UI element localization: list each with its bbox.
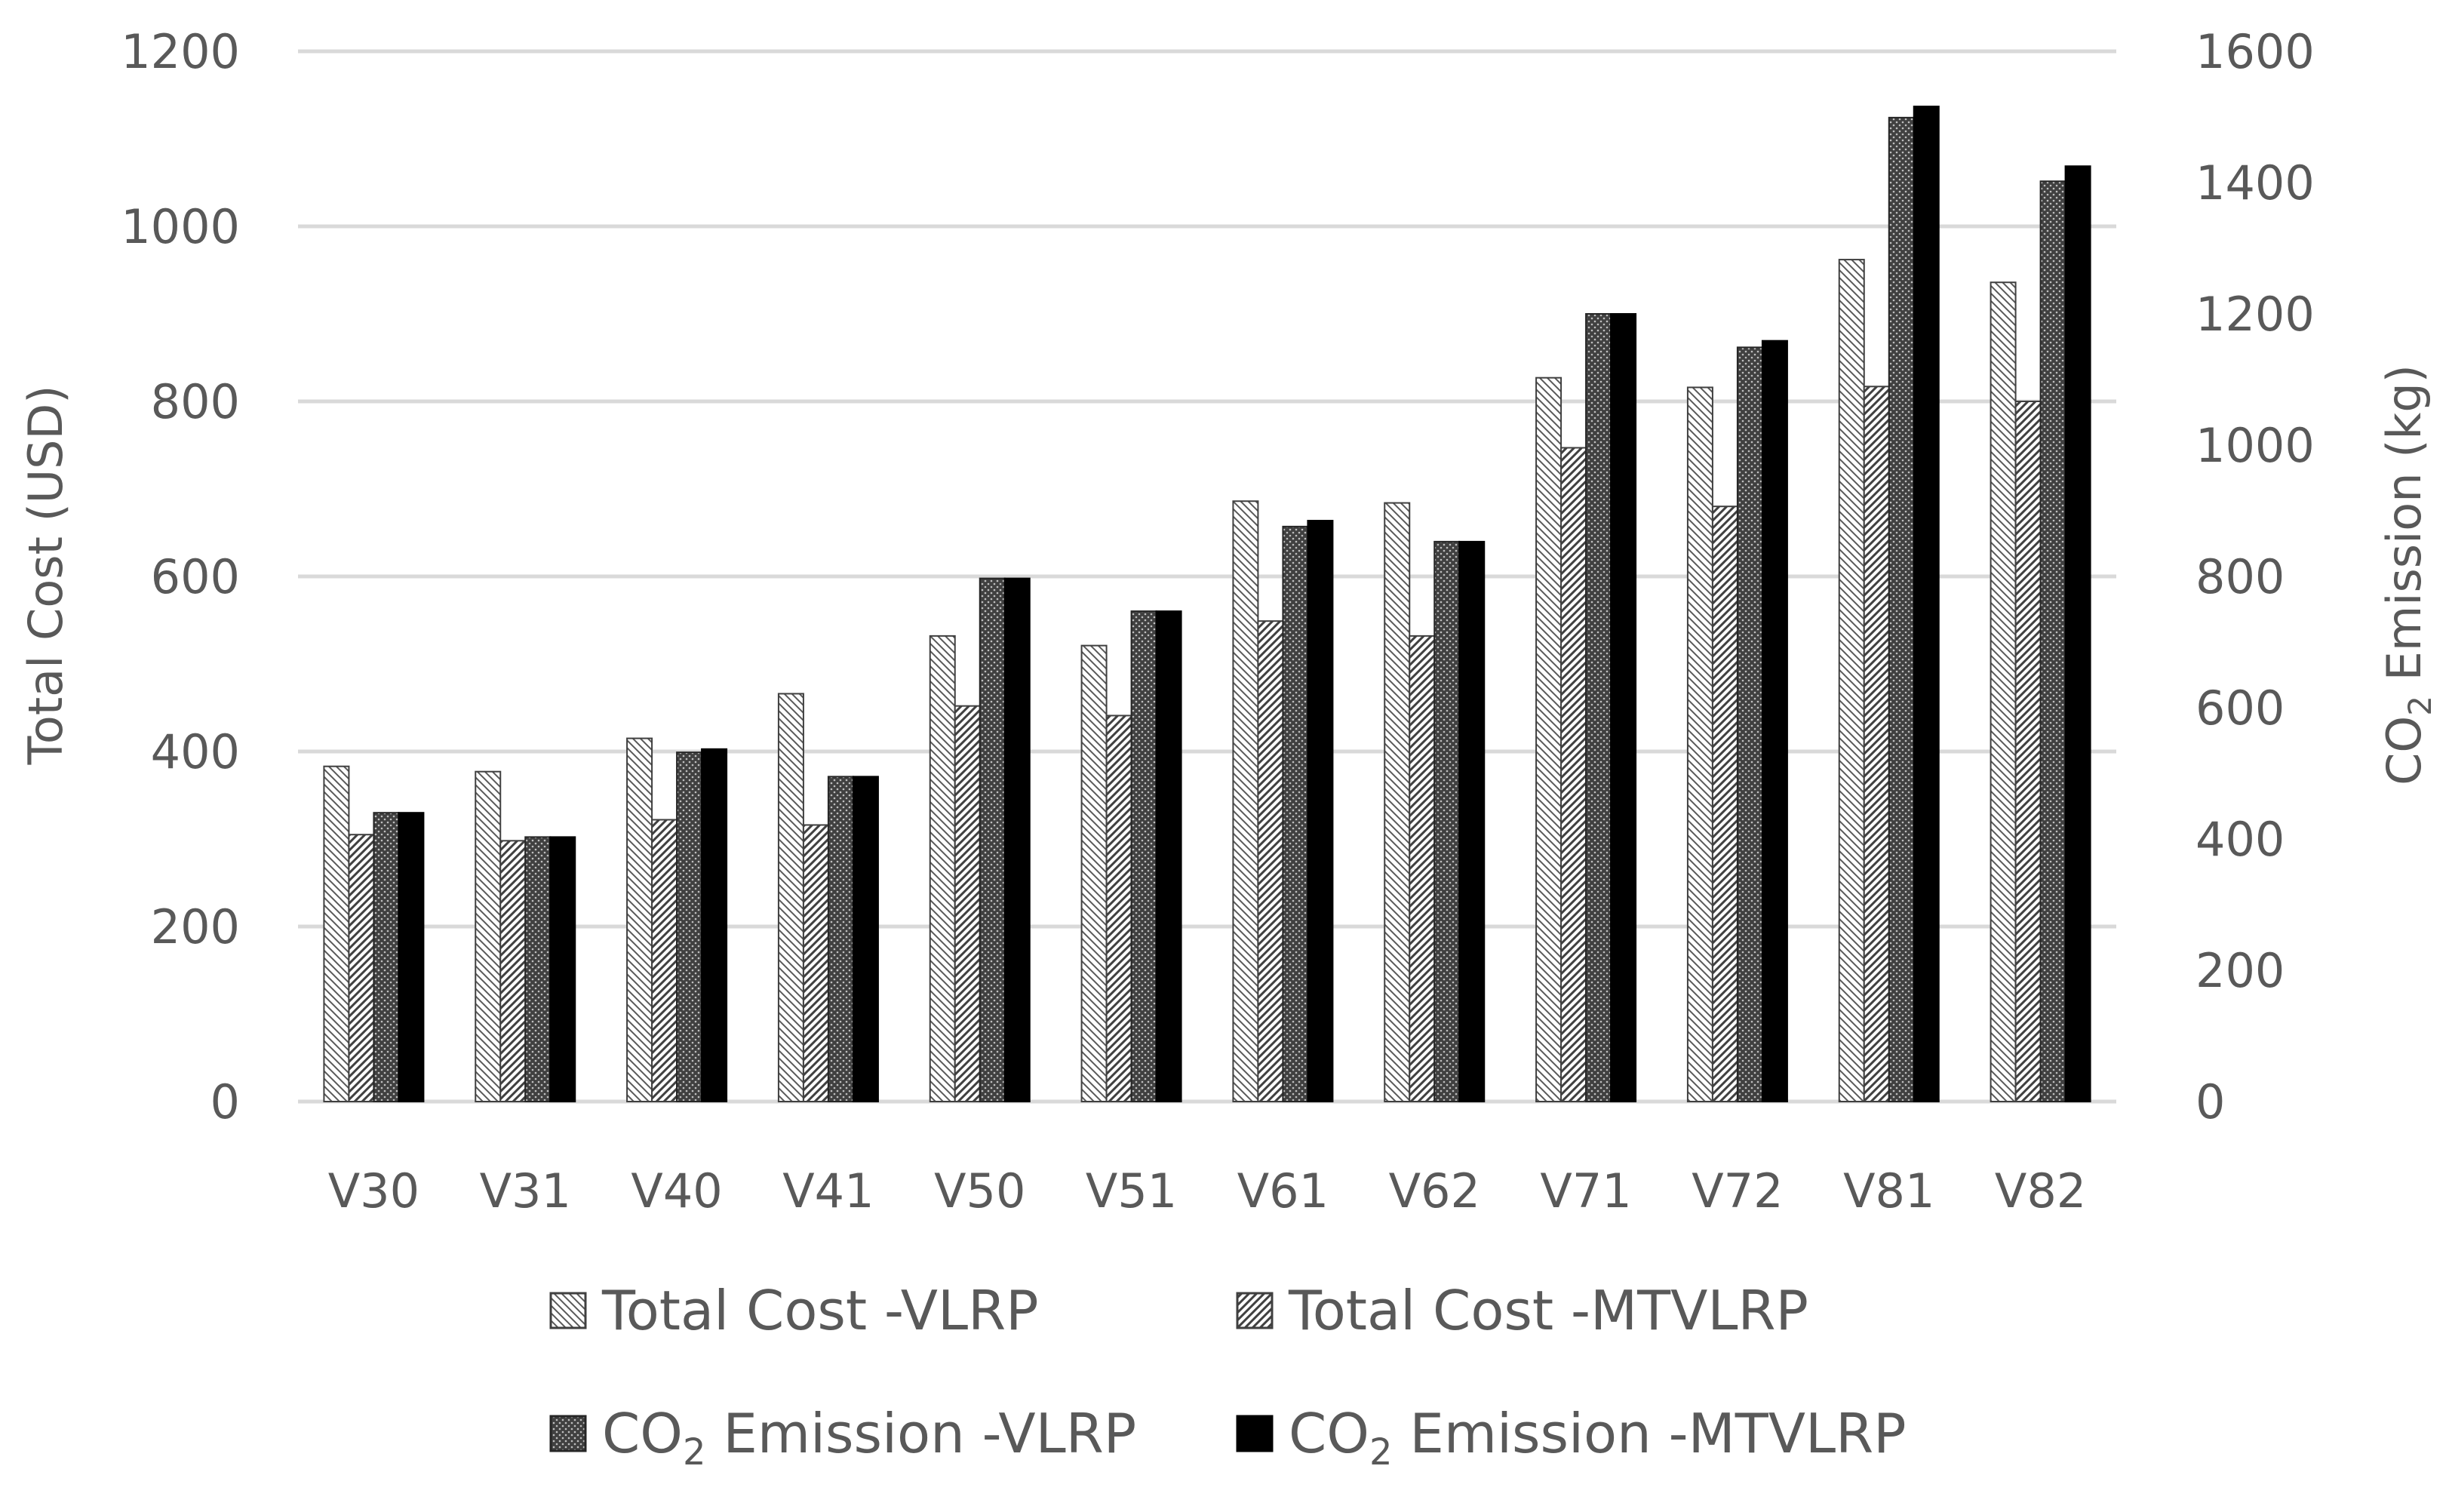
bar-V82-series-1 (1990, 281, 2017, 1102)
bar-V30-series-3 (373, 812, 400, 1102)
right-axis-title: CO2 Emission (kg) (2377, 364, 2438, 785)
bar-V40-series-1 (626, 737, 653, 1102)
x-axis-ticks: V30 V31 V40 V41 V50 V51 V61 V62 V71 V72 V81 V82 (328, 1163, 2086, 1219)
x-tick-label: V72 (1692, 1163, 1783, 1219)
right-tick-label: 0 (2195, 1074, 2225, 1129)
x-tick-label: V31 (480, 1163, 571, 1219)
left-axis-title: Total Cost (USD) (18, 386, 73, 766)
bar-V41-series-3 (827, 776, 854, 1102)
bar-V30-series-2 (348, 834, 375, 1102)
bar-V30-series-4 (398, 812, 425, 1102)
right-tick-label: 600 (2195, 681, 2285, 736)
right-tick-label: 1200 (2195, 287, 2315, 342)
bar-V50-series-1 (929, 635, 956, 1102)
legend-label: Total Cost -VLRP (601, 1279, 1039, 1342)
x-tick-label: V81 (1843, 1163, 1934, 1219)
bar-V31-series-3 (524, 836, 552, 1102)
bar-V51-series-4 (1155, 610, 1182, 1102)
x-tick-label: V41 (782, 1163, 874, 1219)
bar-V31-series-4 (549, 836, 576, 1102)
bar-V40-series-4 (701, 748, 728, 1102)
bar-V81-series-2 (1863, 386, 1890, 1102)
legend-swatch (1236, 1415, 1274, 1452)
bar-V50-series-3 (979, 577, 1006, 1102)
bars (323, 106, 2091, 1103)
bar-V71-series-1 (1535, 376, 1563, 1102)
x-tick-label: V61 (1237, 1163, 1329, 1219)
x-tick-label: V30 (328, 1163, 419, 1219)
left-axis-ticks: 0 200 400 600 800 1000 1200 (121, 24, 240, 1129)
gridlines (298, 49, 2116, 1104)
right-axis-title-main: CO (2377, 716, 2432, 785)
bar-V41-series-4 (852, 776, 879, 1102)
bar-V51-series-1 (1080, 644, 1108, 1102)
bar-V62-series-1 (1384, 502, 1411, 1102)
bar-V51-series-3 (1130, 610, 1157, 1102)
right-axis-ticks: 0 200 400 600 800 1000 1200 1400 1600 (2195, 24, 2315, 1129)
bar-V81-series-4 (1913, 106, 1940, 1103)
bar-V40-series-3 (676, 751, 703, 1102)
left-tick-label: 1200 (121, 24, 240, 79)
bar-V71-series-3 (1585, 313, 1612, 1102)
bar-V50-series-2 (954, 705, 981, 1102)
bar-V72-series-1 (1686, 386, 1713, 1102)
legend: Total Cost -VLRP Total Cost -MTVLRP CO2 Em… (549, 1279, 1907, 1474)
bar-V61-series-3 (1282, 525, 1309, 1102)
bar-V72-series-3 (1736, 346, 1763, 1102)
bar-V40-series-2 (651, 819, 678, 1102)
bar-V30-series-1 (323, 765, 350, 1102)
x-tick-label: V71 (1540, 1163, 1631, 1219)
left-tick-label: 200 (151, 899, 240, 954)
bar-V61-series-1 (1232, 500, 1259, 1102)
bar-V81-series-1 (1838, 259, 1865, 1103)
bar-V31-series-1 (475, 770, 502, 1102)
left-tick-label: 800 (151, 374, 240, 429)
left-tick-label: 600 (151, 549, 240, 604)
legend-swatch (549, 1292, 587, 1329)
right-tick-label: 400 (2195, 812, 2285, 867)
left-tick-label: 0 (210, 1074, 240, 1129)
legend-label: Total Cost -MTVLRP (1288, 1279, 1808, 1342)
bar-V51-series-2 (1105, 715, 1132, 1102)
right-tick-label: 200 (2195, 943, 2285, 998)
bar-V41-series-1 (777, 693, 804, 1102)
right-tick-label: 1600 (2195, 24, 2315, 79)
left-tick-label: 1000 (121, 199, 240, 254)
bar-V62-series-2 (1409, 635, 1436, 1102)
bar-V61-series-2 (1257, 620, 1284, 1102)
bar-V82-series-4 (2064, 165, 2091, 1102)
bar-V50-series-4 (1003, 577, 1031, 1102)
bar-V71-series-4 (1610, 313, 1637, 1102)
right-tick-label: 800 (2195, 549, 2285, 604)
x-tick-label: V62 (1389, 1163, 1480, 1219)
right-axis-title-rest: Emission (kg) (2377, 364, 2432, 696)
legend-label: CO2 Emission -VLRP (602, 1402, 1136, 1474)
left-tick-label: 400 (151, 724, 240, 779)
bar-V72-series-4 (1761, 340, 1788, 1103)
bar-V82-series-2 (2014, 401, 2042, 1102)
bar-V81-series-3 (1888, 116, 1915, 1102)
right-tick-label: 1000 (2195, 418, 2315, 473)
x-tick-label: V40 (631, 1163, 722, 1219)
right-axis-title-sub: 2 (2401, 696, 2438, 716)
right-tick-label: 1400 (2195, 155, 2315, 211)
legend-label: CO2 Emission -MTVLRP (1289, 1402, 1907, 1474)
x-tick-label: V82 (1995, 1163, 2086, 1219)
bar-V61-series-4 (1307, 520, 1334, 1102)
legend-swatch (549, 1415, 587, 1452)
bar-V31-series-2 (499, 840, 527, 1102)
x-tick-label: V50 (934, 1163, 1025, 1219)
bar-V62-series-4 (1458, 540, 1486, 1102)
legend-swatch (1236, 1292, 1274, 1329)
bar-V82-series-3 (2039, 180, 2066, 1102)
bar-V71-series-2 (1560, 447, 1587, 1102)
bar-V62-series-3 (1433, 540, 1461, 1102)
x-tick-label: V51 (1086, 1163, 1177, 1219)
bar-V72-series-2 (1711, 506, 1738, 1102)
bar-V41-series-2 (802, 824, 829, 1102)
